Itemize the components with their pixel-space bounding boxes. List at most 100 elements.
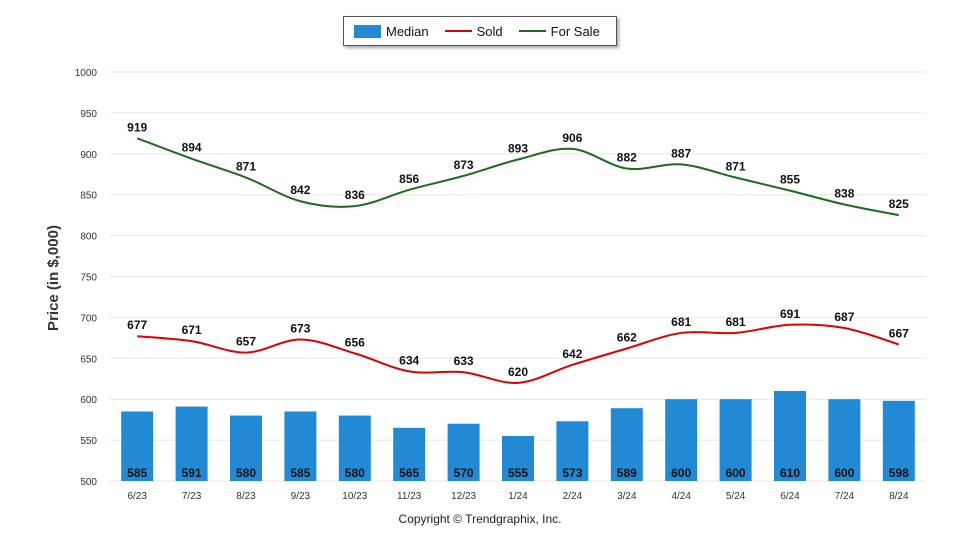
bar-label-median: 570 <box>454 466 474 480</box>
x-tick-label: 3/24 <box>617 491 637 502</box>
point-label-sold: 673 <box>290 321 310 335</box>
bar-label-median: 598 <box>889 466 909 480</box>
point-label-for-sale: 855 <box>780 173 800 187</box>
x-tick-label: 11/23 <box>397 491 422 502</box>
point-label-for-sale: 836 <box>345 188 365 202</box>
bar-median <box>284 411 317 481</box>
point-label-sold: 671 <box>182 323 202 337</box>
point-label-sold: 691 <box>780 307 800 321</box>
x-tick-label: 10/23 <box>342 491 367 502</box>
bar-label-median: 600 <box>726 466 746 480</box>
trend-lines <box>136 137 900 384</box>
bar-label-median: 580 <box>236 466 256 480</box>
point-label-sold: 642 <box>562 347 582 361</box>
x-tick-label: 4/24 <box>671 491 691 502</box>
point-label-for-sale: 842 <box>290 183 310 197</box>
legend-swatch-for-sale <box>518 30 546 32</box>
bar-median <box>828 399 861 481</box>
bar-median <box>610 408 643 481</box>
point-label-sold: 620 <box>508 365 528 379</box>
x-tick-label: 5/24 <box>726 491 746 502</box>
point-label-for-sale: 856 <box>399 172 419 186</box>
bar-label-median: 610 <box>780 466 800 480</box>
bar-median <box>447 423 480 481</box>
y-axis-label: Price (in $,000) <box>45 225 62 331</box>
point-label-for-sale: 893 <box>508 142 528 156</box>
x-tick-label: 8/23 <box>236 491 256 502</box>
bar-label-median: 565 <box>399 466 419 480</box>
y-tick-label: 850 <box>80 191 97 202</box>
x-tick-label: 7/23 <box>182 491 202 502</box>
y-tick-label: 1000 <box>75 68 98 79</box>
point-label-sold: 656 <box>345 335 365 349</box>
bar-median <box>230 415 262 481</box>
bar-median <box>502 436 534 481</box>
point-label-for-sale: 882 <box>617 151 637 165</box>
bar-median <box>121 411 154 481</box>
bar-median <box>719 399 752 481</box>
x-axis-ticks: 6/23 7/23 8/23 9/23 10/23 11/23 12/23 1/24 2/24 3… <box>127 491 909 502</box>
legend-label-median: Median <box>386 23 429 39</box>
point-label-for-sale: 906 <box>562 131 582 145</box>
median-bars <box>121 391 915 481</box>
bar-median <box>882 400 915 481</box>
bar-label-median: 555 <box>508 466 528 480</box>
y-tick-label: 550 <box>80 436 97 447</box>
data-labels: 585 591 580 585 580 565 570 555 573 589 600 600 610 6… <box>127 120 909 480</box>
bar-label-median: 585 <box>127 466 147 480</box>
legend-item-median: Median <box>354 24 429 39</box>
line-for-sale <box>136 137 899 217</box>
point-label-for-sale: 919 <box>127 120 147 134</box>
point-label-sold: 681 <box>671 315 691 329</box>
x-tick-label: 1/24 <box>508 491 528 502</box>
bar-median <box>774 391 806 481</box>
point-label-sold: 667 <box>889 326 909 340</box>
x-tick-label: 6/24 <box>780 491 800 502</box>
x-tick-label: 7/24 <box>835 491 855 502</box>
bar-label-median: 600 <box>671 466 691 480</box>
point-label-for-sale: 887 <box>671 146 691 160</box>
y-tick-label: 700 <box>80 313 97 324</box>
bar-median <box>338 415 371 481</box>
x-tick-label: 8/24 <box>889 491 909 502</box>
bar-label-median: 573 <box>562 466 582 480</box>
chart-legend: Median Sold For Sale <box>343 16 617 46</box>
bar-label-median: 580 <box>345 466 365 480</box>
point-label-for-sale: 873 <box>454 158 474 172</box>
bar-median <box>393 427 426 481</box>
bar-label-median: 600 <box>834 466 854 480</box>
bar-median <box>665 399 698 481</box>
copyright-text: Copyright © Trendgraphix, Inc. <box>398 512 562 526</box>
point-label-for-sale: 894 <box>182 141 202 155</box>
x-tick-label: 6/23 <box>127 491 147 502</box>
legend-swatch-median <box>354 24 381 38</box>
bar-label-median: 585 <box>290 466 310 480</box>
point-label-sold: 687 <box>834 310 854 324</box>
bar-label-median: 591 <box>182 466 202 480</box>
y-axis-ticks: 500 550 600 650 700 750 800 850 900 950 1000 <box>75 68 98 488</box>
y-tick-label: 900 <box>80 150 97 161</box>
legend-label-sold: Sold <box>476 23 503 39</box>
legend-item-for-sale: For Sale <box>518 23 600 39</box>
point-label-for-sale: 871 <box>236 160 256 174</box>
legend-swatch-sold <box>444 30 472 32</box>
y-tick-label: 950 <box>80 109 97 120</box>
bar-median <box>556 421 589 481</box>
point-label-sold: 662 <box>617 330 637 344</box>
y-tick-label: 600 <box>80 395 97 406</box>
point-label-sold: 681 <box>726 315 746 329</box>
point-label-for-sale: 838 <box>834 187 854 201</box>
point-label-for-sale: 825 <box>889 197 909 211</box>
line-sold <box>137 323 900 384</box>
y-tick-label: 800 <box>80 232 97 243</box>
point-label-sold: 633 <box>454 354 474 368</box>
legend-label-for-sale: For Sale <box>550 23 600 39</box>
point-label-sold: 657 <box>236 335 256 349</box>
y-tick-label: 650 <box>80 354 97 365</box>
x-tick-label: 9/23 <box>291 491 311 502</box>
bar-median <box>175 406 208 481</box>
bar-label-median: 589 <box>617 466 637 480</box>
x-tick-label: 2/24 <box>563 491 583 502</box>
y-tick-label: 750 <box>80 273 97 284</box>
